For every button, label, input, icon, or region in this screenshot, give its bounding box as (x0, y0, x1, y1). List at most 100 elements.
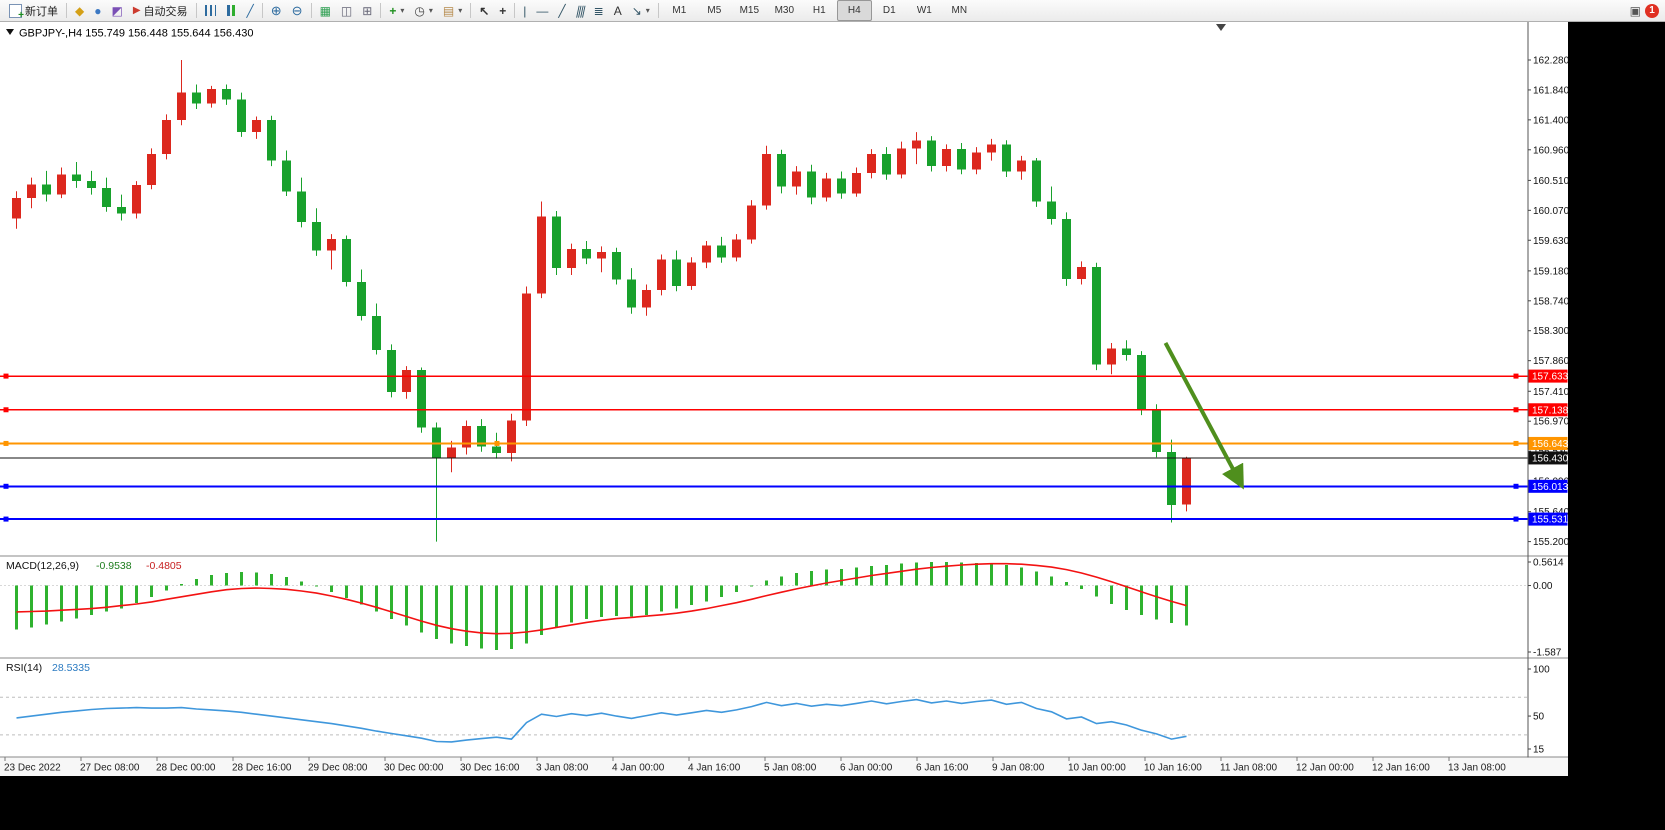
notification-badge[interactable]: 1 (1645, 3, 1659, 18)
time-axis-label: 12 Jan 16:00 (1372, 763, 1430, 774)
arrows-tool-icon: ↘ (631, 3, 642, 18)
timeframe-m5-button[interactable]: M5 (707, 5, 722, 16)
indicators-button[interactable]: + ▾ (384, 0, 409, 21)
channel-tool-button[interactable]: ∥∥ (571, 0, 589, 21)
new-order-label: 新订单 (25, 5, 58, 18)
bar-chart-button[interactable] (200, 0, 221, 21)
timeframe-m1-button[interactable]: M1 (672, 5, 687, 16)
time-axis-label: 28 Dec 16:00 (232, 763, 292, 774)
trendline-tool-button[interactable]: ╱ (553, 0, 570, 21)
tile-windows-button[interactable]: ▦ (315, 0, 336, 21)
timeframe-m30-button[interactable]: M30 (774, 5, 795, 16)
timeframe-mn-button[interactable]: MN (951, 5, 968, 16)
rsi-value: 28.5335 (52, 662, 90, 674)
toolbar-separator (310, 3, 312, 18)
timeframe-w1-button[interactable]: W1 (916, 5, 932, 16)
chevron-down-icon: ▾ (458, 6, 463, 15)
time-axis-label: 6 Jan 00:00 (840, 763, 893, 774)
auto-trading-icon: ▶ (132, 4, 141, 16)
auto-trading-button[interactable]: ▶ 自动交易 (128, 0, 193, 21)
horizontal-line-tool-button[interactable]: — (531, 0, 553, 21)
line-handle[interactable] (494, 440, 500, 446)
price-axis-label: 162.280 (1533, 56, 1568, 67)
line-handle[interactable] (1513, 516, 1519, 522)
timeframe-h4-button[interactable]: H4 (836, 0, 872, 21)
line-handle[interactable] (3, 373, 9, 379)
terminal-button[interactable]: ● (89, 0, 106, 21)
auto-trading-label: 自动交易 (143, 5, 188, 18)
strategy-tester-button[interactable]: ◩ (106, 0, 127, 21)
bar-chart-icon (204, 5, 216, 16)
price-axis-label: 161.400 (1533, 115, 1568, 126)
periods-button[interactable]: ◷ ▾ (409, 0, 438, 21)
line-handle[interactable] (1513, 407, 1519, 413)
time-axis-label: 12 Jan 00:00 (1296, 763, 1354, 774)
timeframe-m15-button[interactable]: M15 (739, 5, 760, 16)
line-chart-icon: ╱ (246, 3, 254, 18)
price-axis-label: 160.960 (1533, 145, 1568, 156)
price-axis-label: 158.300 (1533, 326, 1568, 337)
price-axis-label: 157.860 (1533, 356, 1568, 367)
timeframe-d1-button[interactable]: D1 (882, 5, 896, 16)
time-axis-label: 4 Jan 16:00 (688, 763, 741, 774)
price-tag-label: 156.643 (1532, 439, 1568, 450)
fibonacci-tool-button[interactable]: ≣ (589, 0, 609, 21)
trend-arrow-annotation[interactable] (1163, 342, 1244, 490)
new-order-icon (9, 3, 24, 21)
line-handle[interactable] (3, 516, 9, 522)
price-tag (1528, 369, 1568, 383)
price-tag (1528, 451, 1568, 465)
toolbar-separator (195, 3, 197, 18)
line-chart-button[interactable]: ╱ (242, 0, 259, 21)
line-handle[interactable] (3, 407, 9, 413)
macd-label: MACD(12,26,9) (6, 560, 79, 572)
price-axis-label: 160.510 (1533, 176, 1568, 187)
price-axis-label: 159.180 (1533, 266, 1568, 277)
rsi-line (16, 698, 1187, 743)
templates-button[interactable]: ▤ ▾ (438, 0, 467, 21)
new-order-button[interactable]: 新订单 (4, 0, 63, 21)
text-tool-icon: A (613, 3, 622, 18)
line-handle[interactable] (1513, 440, 1519, 446)
timeframe-h1-button[interactable]: H1 (812, 5, 826, 16)
chart-dropdown-icon[interactable] (6, 29, 14, 35)
toolbar-separator (261, 3, 263, 18)
time-axis-label: 10 Jan 00:00 (1068, 763, 1126, 774)
line-handle[interactable] (1513, 483, 1519, 489)
arrows-tool-button[interactable]: ↘ ▾ (627, 0, 655, 21)
metaeditor-button[interactable]: ◆ (70, 0, 89, 21)
price-axis-label: 161.840 (1533, 85, 1568, 96)
line-handle[interactable] (1513, 373, 1519, 379)
toolbar-separator (66, 3, 67, 18)
cursor-tool-button[interactable]: ↖ (474, 0, 494, 21)
line-handle[interactable] (3, 483, 9, 489)
rsi-label: RSI(14) (6, 662, 42, 674)
crosshair-tool-button[interactable]: + (494, 0, 511, 21)
text-tool-button[interactable]: A (609, 0, 627, 21)
cascade-windows-button[interactable]: ◫ (336, 0, 357, 21)
time-axis-label: 29 Dec 08:00 (308, 763, 368, 774)
time-axis-label: 11 Jan 08:00 (1220, 763, 1278, 774)
price-tag (1528, 436, 1568, 450)
indicators-icon: + (389, 3, 397, 18)
chevron-down-icon: ▾ (428, 6, 433, 15)
macd-axis-label: -1.587 (1533, 648, 1562, 659)
chart-canvas[interactable]: 162.280 161.840 161.400 160.960 160.510 160.0… (0, 22, 1568, 776)
candlestick-chart-button[interactable] (221, 0, 242, 21)
time-axis[interactable] (0, 757, 1568, 777)
zoom-out-button[interactable]: ⊖ (287, 0, 308, 21)
vertical-line-tool-button[interactable]: | (518, 0, 531, 21)
zoom-out-icon: ⊖ (291, 3, 303, 18)
time-axis-label: 30 Dec 00:00 (384, 763, 444, 774)
rsi-axis-label: 15 (1533, 745, 1545, 756)
chart-shift-marker[interactable] (1216, 24, 1226, 31)
price-tag (1528, 479, 1568, 493)
time-axis-label: 9 Jan 08:00 (992, 763, 1045, 774)
price-tag (1528, 403, 1568, 417)
arrange-windows-button[interactable]: ⊞ (357, 0, 377, 21)
cascade-windows-icon: ◫ (340, 3, 353, 18)
zoom-in-button[interactable]: ⊕ (266, 0, 287, 21)
line-handle[interactable] (3, 440, 9, 446)
price-axis-label: 155.200 (1533, 537, 1568, 548)
tile-windows-icon: ▦ (319, 3, 331, 18)
